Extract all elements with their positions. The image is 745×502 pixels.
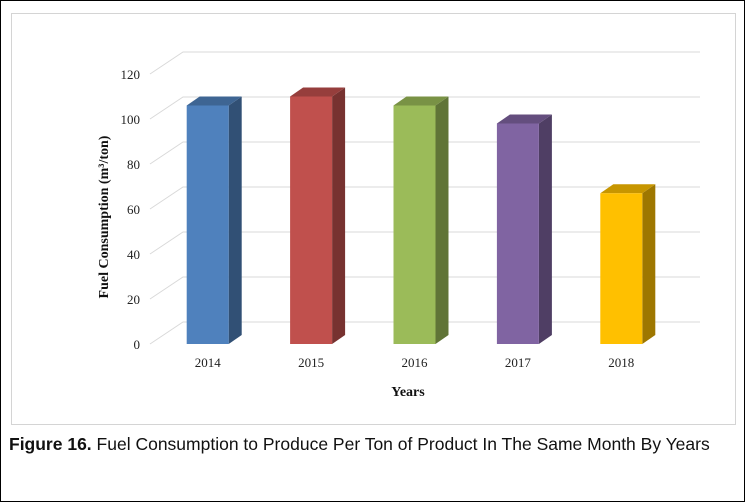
bar-chart: 0 20 40 60 80 100 120 2014 2015 2016 2017 2018 Yea… bbox=[97, 51, 700, 400]
figure-caption: Figure 16. Fuel Consumption to Produce P… bbox=[9, 430, 739, 459]
y-axis-title: Fuel Consumption (m³/ton) bbox=[97, 135, 112, 298]
bar-front bbox=[186, 105, 229, 344]
bar-top bbox=[496, 114, 552, 124]
bar-2016 bbox=[393, 96, 449, 344]
gridline bbox=[149, 96, 700, 120]
chart-area: 0 20 40 60 80 100 120 2014 2015 2016 2017 2018 Yea… bbox=[11, 13, 736, 425]
bar-front bbox=[496, 123, 539, 344]
x-tick-label: 2014 bbox=[195, 355, 222, 370]
bar-front bbox=[600, 193, 643, 344]
y-tick-label: 40 bbox=[127, 247, 140, 262]
y-tick-label: 20 bbox=[127, 292, 140, 307]
bar-side bbox=[332, 87, 346, 344]
caption-text: Fuel Consumption to Produce Per Ton of P… bbox=[96, 434, 710, 454]
gridlines bbox=[149, 51, 700, 345]
bars bbox=[186, 87, 656, 344]
y-tick-labels: 0 20 40 60 80 100 120 bbox=[121, 67, 141, 352]
x-axis-title: Years bbox=[391, 385, 425, 400]
bar-front bbox=[290, 96, 333, 344]
bar-side bbox=[228, 96, 242, 344]
bar-2018 bbox=[600, 184, 656, 344]
x-tick-label: 2016 bbox=[402, 355, 429, 370]
y-tick-label: 0 bbox=[134, 337, 141, 352]
bar-2015 bbox=[290, 87, 346, 344]
gridline bbox=[149, 51, 700, 75]
x-tick-label: 2015 bbox=[298, 355, 324, 370]
x-tick-label: 2017 bbox=[505, 355, 532, 370]
x-tick-label: 2018 bbox=[608, 355, 634, 370]
bar-side bbox=[538, 114, 552, 344]
y-tick-label: 80 bbox=[127, 157, 140, 172]
bar-2017 bbox=[496, 114, 552, 344]
y-tick-label: 60 bbox=[127, 202, 140, 217]
caption-label: Figure 16. bbox=[9, 434, 92, 454]
bar-2014 bbox=[186, 96, 242, 344]
y-tick-label: 100 bbox=[121, 112, 141, 127]
bar-top bbox=[600, 184, 656, 194]
x-tick-labels: 2014 2015 2016 2017 2018 bbox=[195, 355, 635, 370]
y-tick-label: 120 bbox=[121, 67, 141, 82]
bar-top bbox=[393, 96, 449, 106]
bar-top bbox=[186, 96, 242, 106]
bar-top bbox=[290, 87, 346, 97]
bar-front bbox=[393, 105, 436, 344]
bar-side bbox=[642, 184, 656, 344]
bar-side bbox=[435, 96, 449, 344]
